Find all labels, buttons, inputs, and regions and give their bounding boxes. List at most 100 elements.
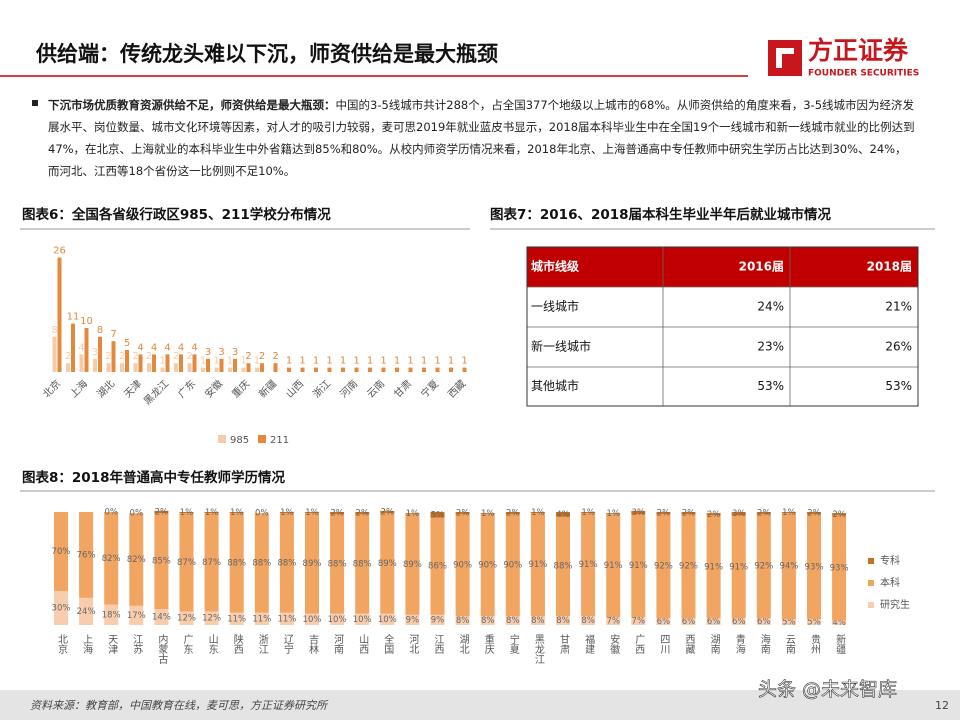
bar [160, 367, 165, 372]
bar-segment [681, 618, 696, 625]
value-label: 1% [581, 508, 595, 518]
value-label: 1% [406, 509, 420, 519]
value-label: 6% [707, 617, 721, 627]
bar-segment [54, 591, 68, 625]
bar-segment [505, 615, 520, 625]
bar-segment [756, 514, 771, 619]
table-cell: 21% [885, 300, 912, 314]
figure-title: 图表8：2018年普通高中专任教师学历情况 [22, 469, 285, 486]
bar-segment [756, 618, 771, 625]
value-label: 89% [403, 560, 422, 570]
bar [422, 367, 426, 372]
bar [98, 336, 102, 372]
bar-segment [706, 618, 721, 625]
value-label: 2% [657, 509, 671, 519]
table-cell: 其他城市 [531, 378, 579, 393]
value-label: 1% [230, 508, 244, 518]
bar-segment [556, 512, 570, 517]
value-label: 1 [159, 356, 165, 367]
x-tick-label: 北京 [40, 377, 63, 400]
legend-label: 研究生 [880, 598, 910, 611]
bar-segment [129, 513, 144, 606]
value-label: 1 [434, 356, 440, 367]
value-label: 2% [155, 508, 169, 518]
value-label: 2% [832, 510, 846, 520]
x-tick-label: 重庆 [482, 633, 494, 655]
value-label: 1 [448, 356, 454, 367]
x-tick-label: 新疆 [256, 377, 279, 400]
table-cell: 24% [757, 300, 784, 314]
bar-segment [430, 614, 445, 625]
bar-segment [330, 512, 345, 515]
value-label: 93% [830, 563, 849, 573]
x-tick-label: 重庆 [229, 377, 252, 400]
value-label: 1 [240, 356, 246, 367]
bar-segment [229, 513, 244, 613]
table-cell: 23% [757, 340, 784, 354]
value-label: 1 [299, 356, 305, 367]
footer-source: 资料来源：教育部，中国教育在线，麦可思，方正证券研究所 [30, 699, 329, 712]
value-label: 90% [453, 561, 472, 571]
bar-segment [405, 513, 420, 515]
value-label: 1 [340, 356, 346, 367]
x-tick-label: 河南 [337, 377, 360, 400]
bar-segment [781, 512, 796, 514]
bar-segment [380, 513, 395, 614]
value-label: 2% [456, 509, 470, 519]
value-label: 5% [807, 618, 821, 628]
value-label: 1 [227, 356, 233, 367]
table-header-cell: 2016届 [739, 260, 784, 274]
bar-segment [656, 514, 671, 619]
value-label: 4 [137, 342, 143, 353]
bar [165, 354, 170, 372]
bar-segment [204, 512, 219, 514]
bar-segment [204, 513, 219, 612]
bar-segment [79, 597, 94, 625]
bar-segment [681, 514, 696, 619]
bar-segment [405, 514, 420, 615]
bar-segment [254, 513, 269, 613]
value-label: 12% [177, 614, 196, 624]
value-label: 6% [732, 617, 746, 627]
bar [120, 363, 124, 372]
legend-label: 专科 [880, 554, 900, 567]
value-label: 3 [232, 347, 238, 358]
logo-cn: 方正证券 [808, 36, 909, 65]
bar-segment [832, 515, 847, 621]
value-label: 88% [227, 558, 246, 568]
value-label: 2% [707, 510, 721, 520]
value-label: 1% [280, 508, 294, 518]
value-label: 1 [326, 356, 332, 367]
value-label: 8% [581, 616, 595, 626]
bar [462, 367, 467, 372]
value-label: 5 [124, 338, 130, 349]
value-label: 2 [245, 351, 251, 362]
value-label: 92% [679, 562, 698, 572]
value-label: 76% [77, 550, 96, 560]
value-label: 82% [127, 555, 146, 565]
bar [395, 367, 399, 372]
bar-segment [681, 512, 696, 515]
value-label: 91% [604, 561, 623, 571]
x-tick-label: 天津 [106, 634, 118, 655]
bar-segment [556, 516, 570, 616]
bar-segment [731, 515, 746, 619]
value-label: 0% [104, 508, 118, 518]
bar [273, 363, 278, 372]
legend-swatch [218, 435, 226, 443]
value-label: 2 [272, 351, 278, 362]
legend-label: 本科 [880, 576, 900, 589]
x-tick-label: 山西 [357, 634, 369, 654]
bar-segment [279, 512, 294, 514]
bar [449, 367, 453, 372]
x-tick-label: 全国 [382, 633, 394, 655]
bar-segment [355, 613, 370, 625]
value-label: 1 [461, 356, 467, 367]
value-label: 2% [330, 509, 344, 519]
bar-segment [631, 617, 646, 625]
value-label: 2 [259, 351, 265, 362]
bar [79, 354, 84, 372]
bar-segment [505, 512, 520, 515]
bar-segment [405, 614, 420, 625]
bar-segment [480, 514, 495, 616]
